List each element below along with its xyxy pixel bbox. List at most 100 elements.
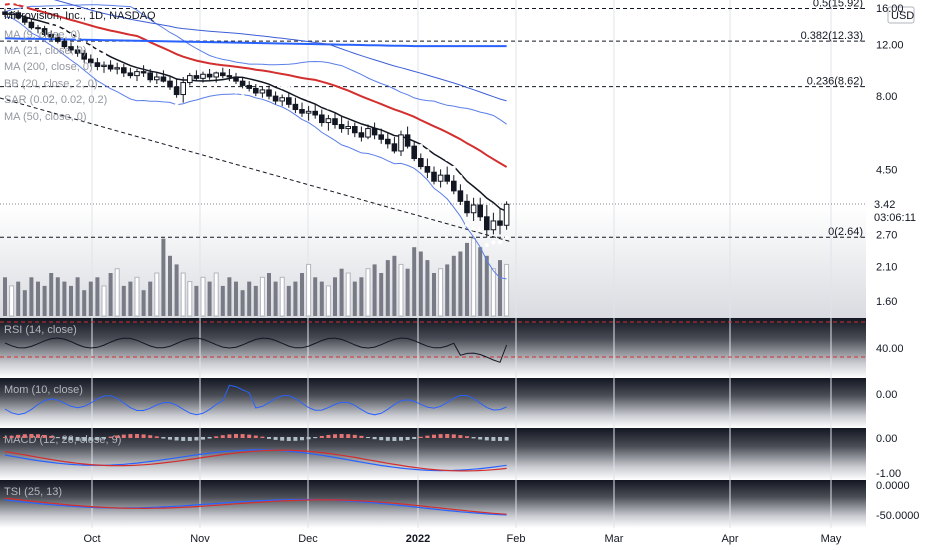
legend-bb[interactable]: BB (20, close, 2, 0) xyxy=(4,78,98,90)
price-axis-label: 2.70 xyxy=(876,229,897,241)
volume-bar xyxy=(128,281,133,316)
sar-dot xyxy=(75,36,80,41)
sar-dot xyxy=(141,55,146,60)
price-badge: 3.42 03:06:11 xyxy=(874,199,916,224)
sar-dot xyxy=(154,63,159,68)
candle-body xyxy=(319,114,325,124)
rsi-pane[interactable]: RSI (14, close) 40.00 xyxy=(0,321,904,363)
macd-hist-bar xyxy=(174,437,179,441)
sar-dot xyxy=(392,127,397,132)
price-axis-label: 1.60 xyxy=(876,296,897,308)
macd-legend: MACD (12, 26, close, 9) xyxy=(4,434,121,446)
macd-hist-bar xyxy=(115,435,120,438)
volume-bar xyxy=(3,277,7,316)
candle-body xyxy=(41,28,48,35)
sar-dot xyxy=(504,235,509,240)
sar-dot xyxy=(16,0,21,5)
volume-bar xyxy=(22,290,27,316)
candle-body xyxy=(484,216,490,231)
macd-hist-bar xyxy=(451,434,456,438)
macd-hist-bar xyxy=(379,437,384,441)
price-axis-label: 8.00 xyxy=(876,91,897,103)
time-axis-label: Feb xyxy=(507,533,526,545)
candle-body xyxy=(490,220,497,231)
legend-ma200[interactable]: MA (200, close, 0) xyxy=(4,61,93,73)
candle-body xyxy=(378,134,384,140)
fib-label: 0.5(15.92) xyxy=(813,0,863,10)
symbol-title[interactable]: Microvision, Inc., 1D, NASDAQ xyxy=(4,10,156,22)
sar-dot xyxy=(3,0,7,4)
volume-bar xyxy=(405,268,410,316)
volume-bar xyxy=(82,290,87,316)
ao-legend: TSI (25, 13) xyxy=(4,486,62,498)
volume-bar xyxy=(385,260,390,316)
sar-dot xyxy=(405,117,410,122)
rsi-line xyxy=(4,337,508,363)
sar-dot xyxy=(432,157,436,162)
tsi-signal-line xyxy=(4,497,507,515)
legend-ma21[interactable]: MA (21, close, 0) xyxy=(4,45,87,57)
macd-hist-bar xyxy=(253,435,258,438)
volume-bar xyxy=(392,255,397,316)
volume-bar xyxy=(101,285,107,317)
momentum-pane[interactable]: Mom (10, close) 0.00 xyxy=(4,384,897,416)
sar-dot xyxy=(273,82,278,87)
candle-body xyxy=(391,143,398,152)
momentum-line xyxy=(4,384,507,416)
volume-bar xyxy=(161,238,166,316)
macd-hist-bar xyxy=(273,437,278,440)
volume-bar xyxy=(247,281,252,316)
sar-dot xyxy=(293,88,298,93)
time-axis-label: May xyxy=(821,533,842,545)
time-axis-bg xyxy=(0,528,932,550)
volume-bar xyxy=(36,281,40,316)
legend: Microvision, Inc., 1D, NASDAQ MA (9, clo… xyxy=(4,10,156,123)
macd-hist-bar xyxy=(247,434,252,438)
sar-dot xyxy=(280,85,285,90)
legend-ma9[interactable]: MA (9, close, 0) xyxy=(4,29,80,41)
volume-bar xyxy=(240,290,245,316)
sar-dot xyxy=(313,94,318,99)
macd-hist-bar xyxy=(471,437,476,439)
volume-bar xyxy=(29,277,34,316)
candle-body xyxy=(68,46,74,51)
volume-bar xyxy=(69,285,73,316)
volume-bars xyxy=(3,238,510,317)
macd-hist-bar xyxy=(135,434,139,438)
volume-bar xyxy=(187,281,193,317)
candle-body xyxy=(464,200,470,214)
macd-hist-bar xyxy=(504,437,509,441)
volume-bar xyxy=(490,268,496,317)
time-axis[interactable]: Oct Nov Dec 2022 Feb Mar Apr May xyxy=(83,533,841,545)
macd-hist-bar xyxy=(128,434,133,438)
volume-bar xyxy=(398,263,404,317)
price-axis[interactable]: 16.00 12.00 8.00 4.50 2.70 2.10 1.60 xyxy=(876,3,904,308)
macd-hist-bar xyxy=(484,437,489,441)
candle-body xyxy=(325,118,332,124)
sar-dot xyxy=(62,28,67,33)
legend-sar[interactable]: SAR (0.02, 0.02, 0.2) xyxy=(4,94,107,106)
volume-bar xyxy=(168,255,172,316)
sar-dot xyxy=(253,102,258,107)
indicator-lines xyxy=(4,0,508,280)
candle-body xyxy=(22,17,28,23)
macd-hist-bar xyxy=(9,435,14,438)
currency-badge-box[interactable] xyxy=(887,6,915,24)
price-axis-label: 16.00 xyxy=(876,3,904,15)
macd-hist-bar xyxy=(293,437,298,441)
macd-hist-bar xyxy=(201,437,205,440)
sar-dot xyxy=(445,157,450,162)
candle-body xyxy=(48,33,55,38)
candle-body xyxy=(444,174,450,182)
volume-bar xyxy=(451,255,456,316)
sar-dot xyxy=(465,222,469,227)
macd-hist-bar xyxy=(425,435,430,438)
candle-body xyxy=(55,36,61,42)
macd-axis-label-0: 0.00 xyxy=(876,433,897,445)
ao-pane[interactable]: TSI (25, 13) 0.0000 -50.0000 xyxy=(4,480,919,522)
macd-pane[interactable]: MACD (12, 26, close, 9) 0.00 -1.00 xyxy=(3,433,901,480)
legend-ma50[interactable]: MA (50, close, 0) xyxy=(4,111,87,123)
time-axis-label: Dec xyxy=(298,533,318,545)
volume-bar xyxy=(213,272,219,317)
